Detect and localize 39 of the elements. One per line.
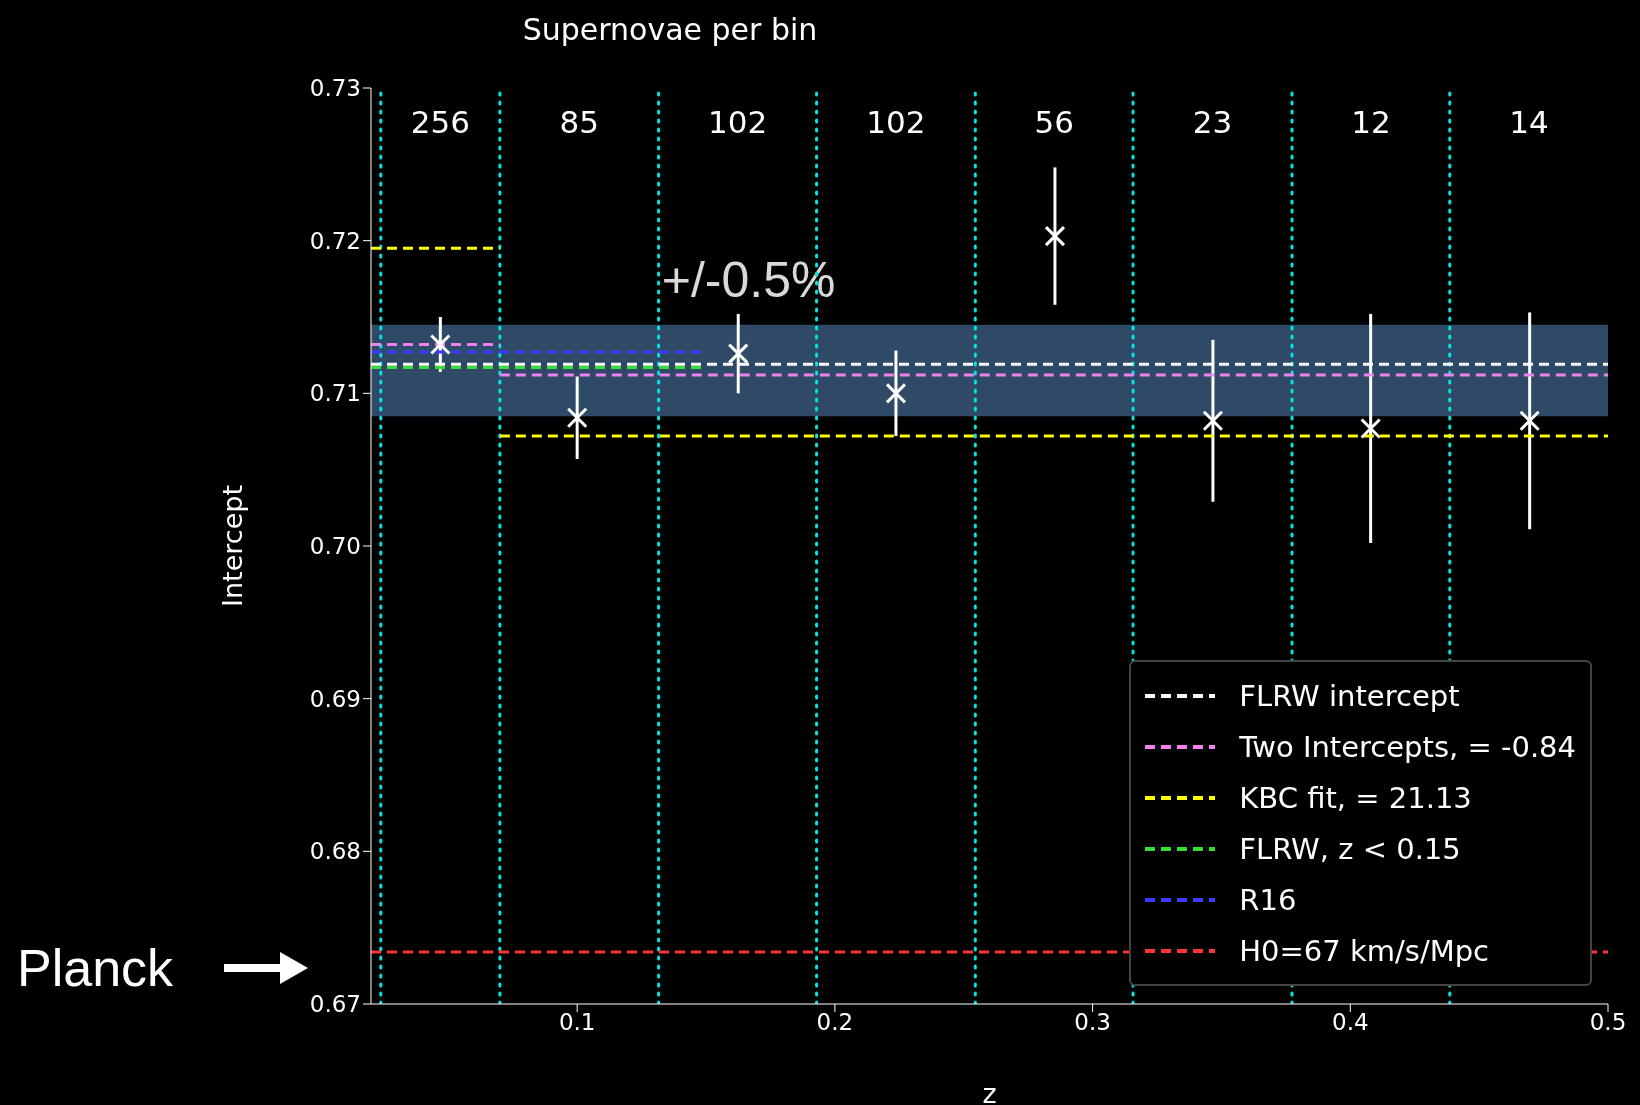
legend-label: FLRW, z < 0.15	[1239, 831, 1461, 866]
x-axis-title: z	[982, 1078, 997, 1105]
y-tick-label: 0.69	[309, 685, 361, 712]
legend-label: R16	[1239, 882, 1297, 917]
annotation: 23	[1192, 104, 1233, 141]
text: Planck	[17, 938, 174, 998]
point	[885, 382, 907, 404]
point	[1360, 417, 1382, 439]
x-tick-label: 0.2	[816, 1009, 854, 1036]
y-tick-label: 0.73	[309, 75, 361, 102]
annotation: 102	[866, 104, 926, 141]
y-tick-label: 0.67	[309, 991, 361, 1018]
annotation: 85	[559, 104, 599, 141]
y-axis-title: Intercept	[216, 485, 248, 607]
y-tick-label: 0.70	[309, 533, 361, 560]
band-label: +/-0.5%	[661, 251, 836, 308]
point	[429, 333, 451, 355]
x-tick-label: 0.5	[1589, 1009, 1627, 1036]
legend-label: Two Intercepts, = -0.84	[1239, 729, 1576, 764]
point	[566, 407, 588, 429]
point	[1202, 410, 1224, 432]
y-tick-label: 0.72	[309, 227, 361, 254]
annotation: 12	[1351, 104, 1391, 141]
y-tick-label: 0.71	[309, 380, 361, 407]
y-tick-label: 0.68	[309, 838, 361, 865]
annotation: 14	[1509, 104, 1549, 141]
legend-label: KBC fit, = 21.13	[1239, 780, 1472, 815]
point	[1044, 225, 1066, 247]
x2-axis-title: Supernovae per bin	[521, 12, 819, 47]
point	[1519, 410, 1541, 432]
annotation: 56	[1034, 104, 1074, 141]
annotation: 102	[708, 104, 768, 141]
x-tick-label: 0.1	[558, 1009, 596, 1036]
x-tick-label: 0.4	[1332, 1009, 1369, 1036]
annotation: 256	[410, 104, 470, 141]
legend-label: FLRW intercept	[1239, 678, 1460, 713]
x-tick-label: 0.3	[1074, 1009, 1111, 1036]
point	[727, 343, 749, 365]
legend-label: H0=67 km/s/Mpc	[1239, 933, 1490, 968]
